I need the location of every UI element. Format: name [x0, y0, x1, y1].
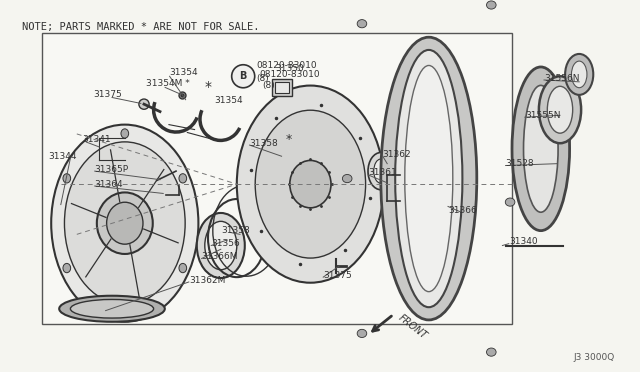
Ellipse shape: [547, 86, 573, 133]
Text: FRONT: FRONT: [397, 312, 429, 341]
Text: NOTE; PARTS MARKED * ARE NOT FOR SALE.: NOTE; PARTS MARKED * ARE NOT FOR SALE.: [22, 22, 260, 32]
Ellipse shape: [179, 174, 187, 183]
Ellipse shape: [342, 174, 352, 183]
Text: *: *: [285, 133, 291, 146]
Ellipse shape: [179, 263, 187, 273]
Ellipse shape: [290, 160, 331, 208]
Text: J3 3000Q: J3 3000Q: [573, 353, 614, 362]
Ellipse shape: [565, 54, 593, 95]
Ellipse shape: [512, 67, 570, 231]
Text: 31362M: 31362M: [189, 276, 225, 285]
Text: 31358: 31358: [221, 226, 250, 235]
Text: (8): (8): [256, 74, 269, 83]
Bar: [275, 82, 289, 93]
Text: 31366M: 31366M: [202, 252, 238, 261]
Text: 31364: 31364: [95, 180, 124, 189]
Ellipse shape: [381, 37, 477, 320]
Ellipse shape: [63, 263, 70, 273]
Ellipse shape: [97, 192, 153, 254]
Ellipse shape: [368, 153, 394, 190]
Bar: [272, 79, 292, 96]
Ellipse shape: [357, 329, 367, 337]
Ellipse shape: [539, 76, 581, 143]
Text: B: B: [239, 71, 247, 81]
Ellipse shape: [59, 296, 165, 322]
Text: 31350: 31350: [275, 64, 304, 73]
Ellipse shape: [70, 299, 154, 318]
Text: 31361: 31361: [368, 169, 397, 177]
Ellipse shape: [237, 86, 384, 283]
Text: 31354: 31354: [170, 68, 198, 77]
Ellipse shape: [63, 174, 70, 183]
Ellipse shape: [486, 348, 496, 356]
Ellipse shape: [486, 1, 496, 9]
Ellipse shape: [396, 50, 463, 307]
Text: 31365P: 31365P: [95, 165, 129, 174]
Ellipse shape: [506, 198, 515, 206]
Ellipse shape: [205, 221, 237, 270]
Text: 31344: 31344: [48, 152, 77, 161]
Text: 31356: 31356: [211, 239, 240, 248]
Ellipse shape: [255, 110, 365, 258]
Circle shape: [232, 65, 255, 88]
Ellipse shape: [572, 61, 587, 88]
Ellipse shape: [197, 213, 245, 278]
Circle shape: [139, 99, 149, 109]
Text: 31358: 31358: [250, 139, 278, 148]
Text: 31375: 31375: [323, 271, 352, 280]
Text: 31354M *: 31354M *: [146, 79, 189, 88]
Text: 31366: 31366: [448, 206, 477, 215]
Ellipse shape: [357, 20, 367, 28]
Text: 08120-83010: 08120-83010: [256, 61, 317, 70]
Ellipse shape: [121, 308, 129, 318]
Text: 08120-83010: 08120-83010: [259, 70, 320, 79]
Text: 31341: 31341: [82, 135, 111, 144]
Ellipse shape: [107, 202, 143, 244]
Text: (8): (8): [262, 81, 275, 90]
Text: 31340: 31340: [509, 237, 538, 246]
Ellipse shape: [374, 159, 388, 183]
Ellipse shape: [51, 125, 198, 322]
Text: 31354: 31354: [214, 96, 243, 105]
Ellipse shape: [524, 86, 558, 212]
Text: 31556N: 31556N: [544, 74, 579, 83]
Bar: [42, 33, 512, 324]
Ellipse shape: [404, 65, 453, 292]
Text: 31555N: 31555N: [525, 111, 560, 120]
Text: 31528: 31528: [506, 159, 534, 168]
Text: *: *: [205, 80, 211, 94]
Text: 31362: 31362: [383, 150, 412, 159]
Text: 31375: 31375: [93, 90, 122, 99]
Ellipse shape: [65, 142, 185, 305]
Ellipse shape: [121, 129, 129, 138]
